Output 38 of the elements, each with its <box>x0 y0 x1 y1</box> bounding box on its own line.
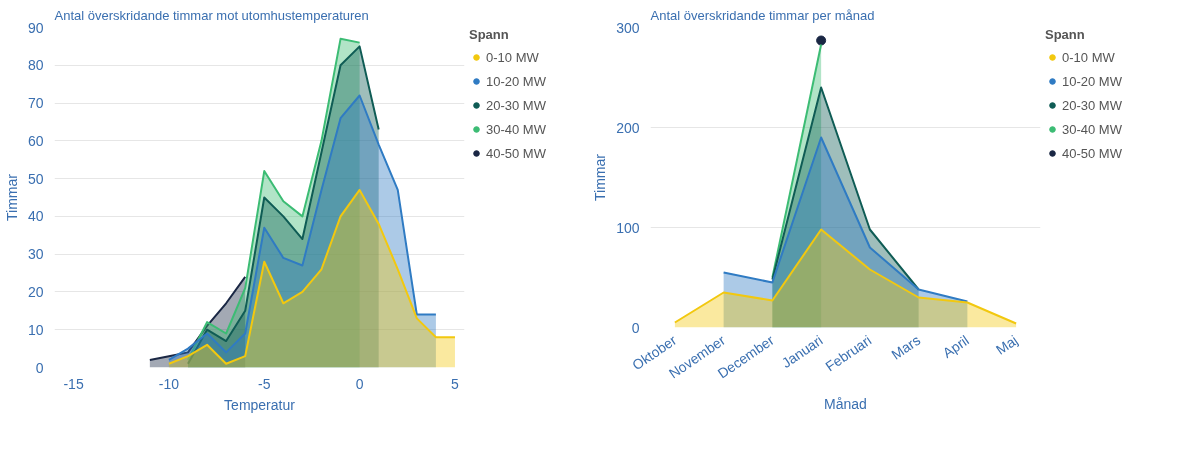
legend-label: 0-10 MW <box>486 49 539 65</box>
legend-title: Spann <box>469 27 510 42</box>
y-tick-label: 300 <box>616 19 640 36</box>
legend-label: 0-10 MW <box>1062 49 1115 65</box>
x-tick-label: -10 <box>158 375 180 392</box>
x-tick-label: 0 <box>355 375 364 392</box>
y-tick-label: 70 <box>27 95 44 112</box>
y-tick-label: 20 <box>27 283 44 300</box>
x-axis-title: Månad <box>824 396 867 413</box>
legend-label: 40-50 MW <box>486 145 546 161</box>
y-tick-label: 30 <box>27 246 44 263</box>
x-tick-label: 5 <box>451 375 460 392</box>
y-tick-label: 80 <box>27 57 44 74</box>
legend-label: 30-40 MW <box>486 121 546 137</box>
legend-label: 10-20 MW <box>1062 73 1122 89</box>
y-axis-title: Timmar <box>592 153 609 201</box>
legend-label: 10-20 MW <box>486 73 546 89</box>
legend-label: 30-40 MW <box>1062 121 1122 137</box>
legend-label: 20-30 MW <box>1062 97 1122 113</box>
x-axis-title: Temperatur <box>224 396 296 413</box>
y-tick-label: 60 <box>27 132 44 149</box>
y-tick-label: 40 <box>27 208 44 225</box>
x-tick-label: -15 <box>63 375 84 392</box>
chart-title: Antal överskridande timmar per månad <box>650 7 875 23</box>
y-tick-label: 10 <box>27 321 44 338</box>
x-tick-label: Mars <box>888 331 924 363</box>
legend-title: Spann <box>1045 27 1086 42</box>
y-tick-label: 100 <box>616 219 640 236</box>
y-tick-label: 200 <box>616 119 640 136</box>
chart-title: Antal överskridande timmar mot utomhustemperaturen <box>54 7 369 23</box>
x-tick-label: Maj <box>992 331 1021 358</box>
y-axis-title: Timmar <box>3 173 20 221</box>
legend-label: 20-30 MW <box>486 97 546 113</box>
y-tick-label: 0 <box>631 319 640 336</box>
y-tick-label: 90 <box>27 19 44 36</box>
y-tick-label: 50 <box>27 170 44 187</box>
legend-label: 40-50 MW <box>1062 145 1122 161</box>
x-tick-label: -5 <box>258 375 271 392</box>
